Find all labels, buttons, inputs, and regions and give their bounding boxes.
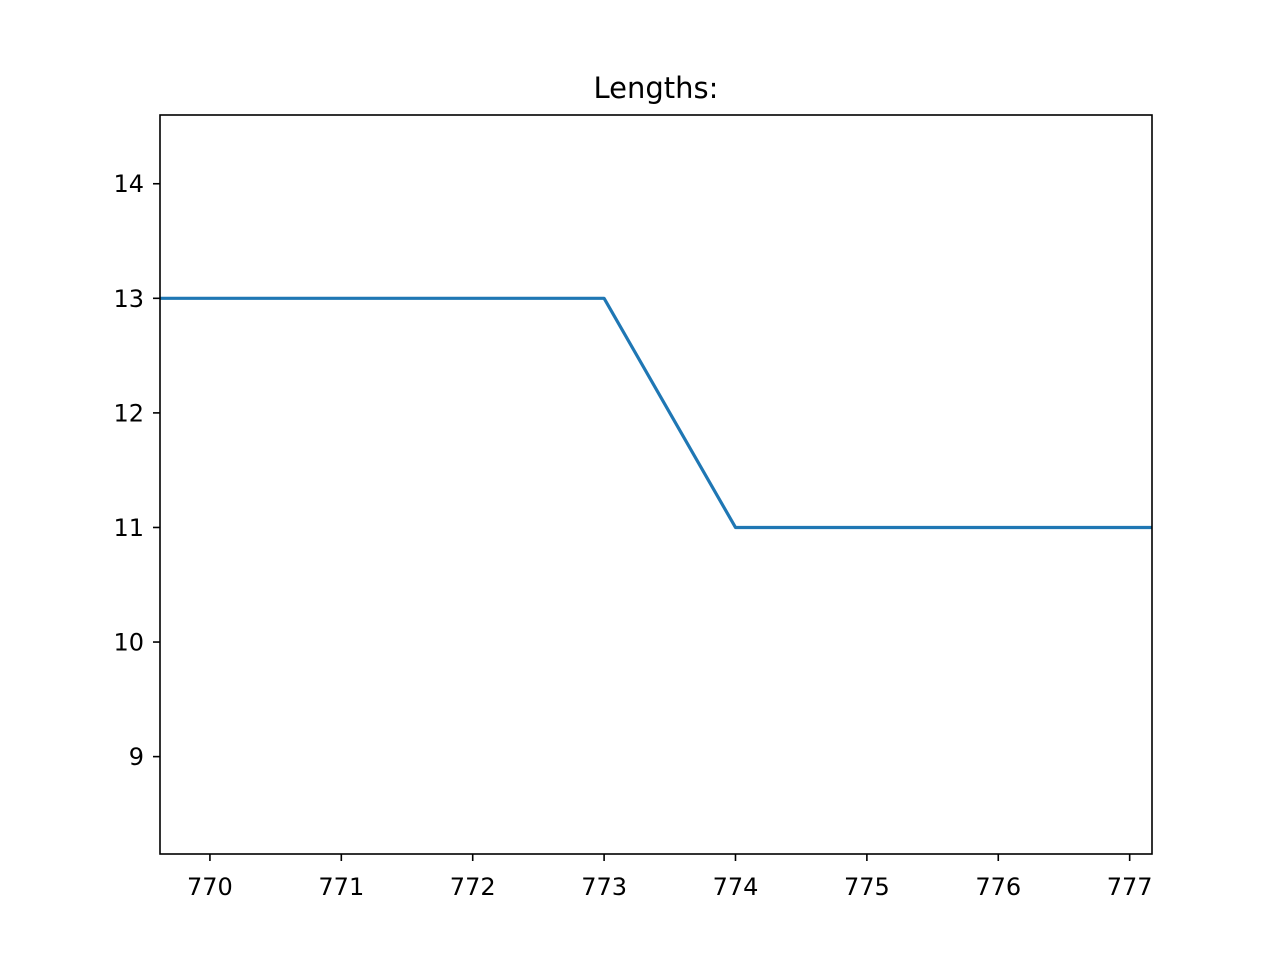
x-tick-label: 770	[187, 873, 233, 901]
x-tick-label: 774	[713, 873, 759, 901]
x-tick-label: 772	[450, 873, 496, 901]
chart-title: Lengths:	[594, 71, 719, 105]
plot-frame	[159, 114, 1153, 855]
x-tick-label: 776	[975, 873, 1021, 901]
x-tick-label: 777	[1107, 873, 1153, 901]
x-tick-label: 775	[844, 873, 890, 901]
y-tick-label: 9	[129, 743, 144, 771]
y-tick-label: 13	[113, 285, 144, 313]
y-tick-label: 14	[113, 170, 144, 198]
y-tick-label: 10	[113, 629, 144, 657]
series-layer	[160, 296, 1152, 530]
series-line	[160, 296, 1152, 530]
y-tick-label: 12	[113, 399, 144, 427]
x-tick-label: 771	[318, 873, 364, 901]
y-tick-label: 11	[113, 514, 144, 542]
x-tick-label: 773	[581, 873, 627, 901]
ticks-layer: 770 771 772 773 774 775 776 777 9 10 11 12 13 14	[113, 170, 1152, 901]
